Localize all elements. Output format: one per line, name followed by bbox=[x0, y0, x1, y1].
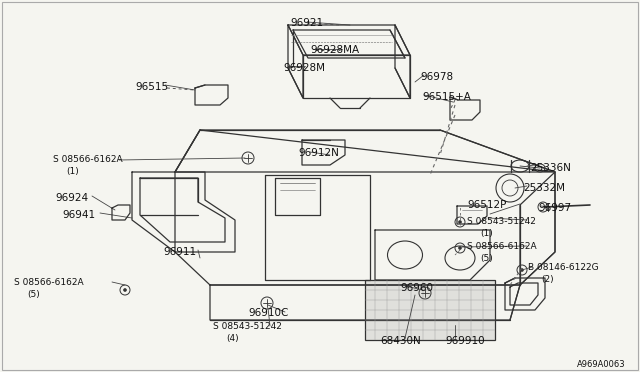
Text: 96910C: 96910C bbox=[248, 308, 289, 318]
Text: 96924: 96924 bbox=[55, 193, 88, 203]
Text: (4): (4) bbox=[226, 334, 239, 343]
Text: 25332M: 25332M bbox=[523, 183, 565, 193]
Text: B 08146-6122G: B 08146-6122G bbox=[528, 263, 598, 272]
Text: 969910: 969910 bbox=[445, 336, 484, 346]
Circle shape bbox=[520, 269, 524, 272]
Bar bbox=[365, 280, 495, 340]
Text: (1): (1) bbox=[480, 229, 493, 238]
Text: S 08566-6162A: S 08566-6162A bbox=[53, 155, 123, 164]
Text: S 08566-6162A: S 08566-6162A bbox=[467, 242, 536, 251]
Text: 96997: 96997 bbox=[538, 203, 571, 213]
Text: A969A0063: A969A0063 bbox=[577, 360, 626, 369]
Text: (1): (1) bbox=[66, 167, 79, 176]
Text: (5): (5) bbox=[27, 290, 40, 299]
Text: 96978: 96978 bbox=[420, 72, 453, 82]
Text: (2): (2) bbox=[541, 275, 554, 284]
Text: 96960: 96960 bbox=[400, 283, 433, 293]
Text: 96911: 96911 bbox=[163, 247, 196, 257]
Circle shape bbox=[458, 221, 461, 224]
Text: S 08543-51242: S 08543-51242 bbox=[213, 322, 282, 331]
Text: 96512P: 96512P bbox=[467, 200, 506, 210]
Text: 96515: 96515 bbox=[135, 82, 168, 92]
Text: 96921: 96921 bbox=[291, 18, 324, 28]
Text: S 08543-51242: S 08543-51242 bbox=[467, 217, 536, 226]
Text: 96941: 96941 bbox=[62, 210, 95, 220]
Text: 68430N: 68430N bbox=[380, 336, 420, 346]
Circle shape bbox=[124, 289, 127, 292]
Circle shape bbox=[458, 247, 461, 250]
Text: 96928M: 96928M bbox=[283, 63, 325, 73]
Text: 96912N: 96912N bbox=[298, 148, 339, 158]
Text: 96515+A: 96515+A bbox=[422, 92, 471, 102]
Text: (5): (5) bbox=[480, 254, 493, 263]
Text: 25336N: 25336N bbox=[530, 163, 571, 173]
Text: S 08566-6162A: S 08566-6162A bbox=[14, 278, 84, 287]
Text: 96928MA: 96928MA bbox=[310, 45, 359, 55]
